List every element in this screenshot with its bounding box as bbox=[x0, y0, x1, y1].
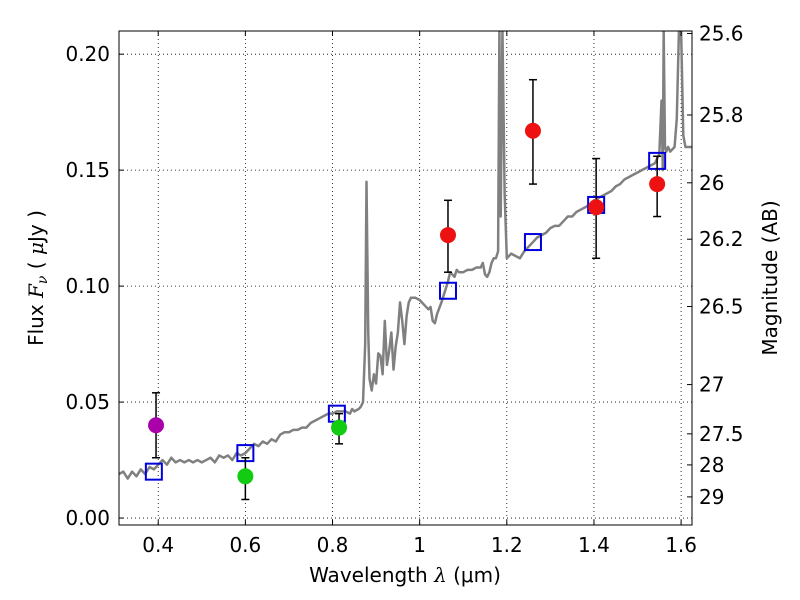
magnitude-tick-label: 26.2 bbox=[699, 227, 744, 251]
y-axis-label: Flux Fν ( μJy ) bbox=[24, 210, 51, 346]
y-axis-symbol: F bbox=[24, 283, 48, 299]
x-tick-label: 0.6 bbox=[229, 533, 261, 557]
y-tick-label: 0.10 bbox=[65, 274, 110, 298]
magnitude-tick-label: 26.5 bbox=[699, 295, 744, 319]
y-axis-unit-open: ( bbox=[24, 261, 48, 269]
observed-data-point bbox=[331, 419, 348, 436]
y-axis: 0.00 0.05 0.10 0.15 0.20 bbox=[65, 42, 124, 530]
magnitude-tick-label: 27.5 bbox=[699, 422, 744, 446]
x-tick-label: 1.6 bbox=[665, 533, 697, 557]
y-axis-subscript: ν bbox=[35, 275, 51, 284]
magnitude-tick-label: 25.8 bbox=[699, 103, 744, 127]
y-tick-label: 0.15 bbox=[65, 158, 110, 182]
model-photometry-square bbox=[523, 233, 542, 252]
model-photometry-square bbox=[144, 462, 163, 481]
observed-data-point bbox=[588, 199, 605, 216]
magnitude-axis: 25.6 25.8 26 26.2 26.5 27 27.5 28 29 bbox=[687, 21, 744, 509]
magnitude-tick-label: 27 bbox=[699, 373, 724, 397]
x-tick-label: 0.4 bbox=[142, 533, 174, 557]
y-axis-label-text: Flux bbox=[24, 304, 48, 346]
y-axis-unit-close: ) bbox=[24, 210, 48, 218]
x-axis-unit: (μm) bbox=[453, 563, 501, 587]
model-spectrum-line bbox=[119, 31, 692, 480]
observed-data-point bbox=[649, 176, 666, 193]
data-layer bbox=[119, 31, 692, 480]
magnitude-axis-label: Magnitude (AB) bbox=[758, 200, 782, 355]
y-axis-unit-mu: μ bbox=[24, 242, 48, 255]
x-axis-symbol: λ bbox=[433, 563, 447, 587]
x-tick-label: 0.8 bbox=[317, 533, 349, 557]
x-axis-label-text: Wavelength bbox=[309, 563, 428, 587]
x-tick-label: 1.2 bbox=[491, 533, 523, 557]
y-tick-label: 0.05 bbox=[65, 390, 110, 414]
magnitude-tick-label: 26 bbox=[699, 171, 724, 195]
x-axis: 0.4 0.6 0.8 1 1.2 1.4 1.6 bbox=[142, 31, 697, 557]
y-tick-label: 0.00 bbox=[65, 506, 110, 530]
plot-area bbox=[119, 31, 692, 501]
y-tick-label: 0.20 bbox=[65, 42, 110, 66]
model-photometry-square bbox=[438, 281, 457, 300]
observed-data-point bbox=[524, 122, 541, 139]
x-tick-label: 1 bbox=[413, 533, 426, 557]
magnitude-tick-label: 28 bbox=[699, 453, 724, 477]
y-axis-unit-rest: Jy bbox=[24, 224, 48, 244]
observed-data-point bbox=[148, 417, 165, 434]
observed-data-point bbox=[439, 227, 456, 244]
magnitude-tick-label: 29 bbox=[699, 485, 724, 509]
magnitude-tick-label: 25.6 bbox=[699, 21, 744, 45]
x-tick-label: 1.4 bbox=[578, 533, 610, 557]
plot-frame bbox=[118, 30, 693, 526]
observed-data-point bbox=[237, 468, 254, 485]
x-axis-label: Wavelength λ (μm) bbox=[309, 563, 501, 587]
